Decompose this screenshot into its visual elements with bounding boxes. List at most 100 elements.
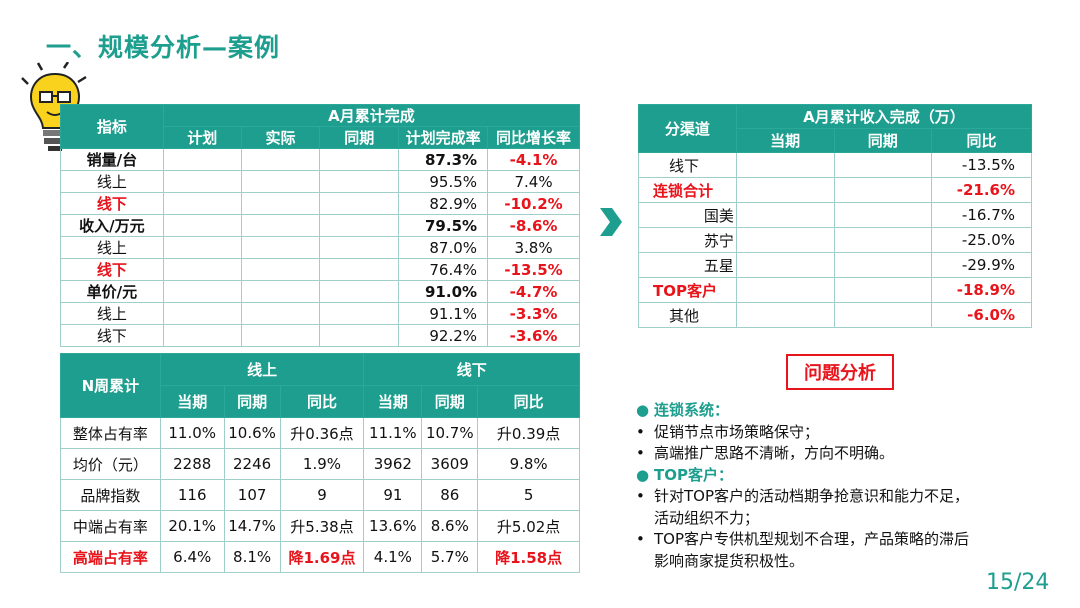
row-label: 均价（元） [60, 448, 161, 480]
plan-rate: 95.5% [398, 170, 489, 193]
yoy-growth: 3.8% [487, 236, 580, 259]
note-item: • 促销节点市场策略保守； [636, 422, 1056, 444]
cell: 10.6% [223, 417, 281, 449]
table-row: 线下 92.2% -3.6% [60, 324, 580, 347]
row-label: TOP客户 [638, 277, 737, 303]
bullet-icon: ● [636, 465, 650, 484]
table-row: 整体占有率 11.0% 10.6% 升0.36点 11.1% 10.7% 升0.39点 [60, 417, 580, 449]
row-label: 线下 [60, 324, 164, 347]
cell: 9.8% [477, 448, 580, 480]
cell: 升0.39点 [477, 417, 580, 449]
col-header: 同期 [833, 128, 933, 153]
yoy-growth: 7.4% [487, 170, 580, 193]
plan-rate: 91.0% [398, 280, 489, 303]
offline-group-header: 线下 [363, 353, 580, 386]
page-number: 15/24 [986, 570, 1050, 595]
cell: 升0.36点 [279, 417, 365, 449]
channel-revenue-table: 分渠道 A月累计收入完成（万） 当期 同期 同比 线下 -13.5% 连锁合计 -2… [638, 104, 1033, 328]
cell: 10.7% [421, 417, 479, 449]
cell: 9 [279, 479, 365, 511]
col-header: 同期 [319, 126, 400, 149]
yoy-growth: -8.6% [487, 214, 580, 237]
note-item: 影响商家提货积极性。 [654, 551, 805, 570]
note-heading: ● 连锁系统： [636, 400, 1056, 422]
yoy-value: -13.5% [931, 152, 1032, 178]
table-row: 连锁合计 -21.6% [638, 177, 1032, 203]
cell: 降1.58点 [477, 541, 580, 573]
cell: 6.4% [159, 541, 225, 573]
problem-analysis-label: 问题分析 [786, 354, 894, 390]
col-header: 当期 [159, 385, 225, 418]
col-header: 实际 [240, 126, 321, 149]
table-row: 中端占有率 20.1% 14.7% 升5.38点 13.6% 8.6% 升5.02点 [60, 510, 580, 542]
table-row: 国美 -16.7% [638, 202, 1032, 228]
monthly-group-header: A月累计完成 [162, 104, 581, 127]
table-row: 线上 91.1% -3.3% [60, 302, 580, 325]
row-label: 单价/元 [60, 280, 164, 303]
col-header: 计划 [162, 126, 242, 149]
plan-rate: 91.1% [398, 302, 489, 325]
col-header: 计划完成率 [398, 126, 489, 149]
bullet-icon: • [636, 487, 645, 505]
cell: 14.7% [223, 510, 281, 542]
col-header: 同比增长率 [487, 126, 580, 149]
yoy-value: -21.6% [931, 177, 1032, 203]
col-header: 同比 [279, 385, 365, 418]
table-row: 线上 87.0% 3.8% [60, 236, 580, 259]
row-label: 品牌指数 [60, 479, 161, 511]
row-label: 五星 [638, 252, 737, 278]
cell: 91 [363, 479, 423, 511]
row-label: 国美 [638, 202, 737, 228]
table-row: 高端占有率 6.4% 8.1% 降1.69点 4.1% 5.7% 降1.58点 [60, 541, 580, 573]
table-row: 五星 -29.9% [638, 252, 1032, 278]
weekly-share-table: N周累计 线上 线下 当期 同期 同比 当期 同期 同比 整体占有率 11.0% 1… [60, 353, 580, 573]
row-label: 高端占有率 [60, 541, 161, 573]
cell: 116 [159, 479, 225, 511]
weekly-header: N周累计 [60, 353, 161, 418]
table-row: 苏宁 -25.0% [638, 227, 1032, 253]
channel-header: 分渠道 [638, 104, 737, 153]
table-row: 品牌指数 116 107 9 91 86 5 [60, 479, 580, 511]
col-header: 同比 [931, 128, 1032, 153]
cell: 5 [477, 479, 580, 511]
yoy-value: -29.9% [931, 252, 1032, 278]
cell: 升5.38点 [279, 510, 365, 542]
yoy-value: -16.7% [931, 202, 1032, 228]
note-heading: ● TOP客户： [636, 465, 1056, 487]
table-row: 均价（元） 2288 2246 1.9% 3962 3609 9.8% [60, 448, 580, 480]
plan-rate: 87.0% [398, 236, 489, 259]
col-header: 当期 [735, 128, 835, 153]
cell: 11.0% [159, 417, 225, 449]
cell: 8.6% [421, 510, 479, 542]
plan-rate: 87.3% [398, 148, 489, 171]
yoy-growth: -3.6% [487, 324, 580, 347]
bullet-icon: • [636, 530, 645, 548]
plan-rate: 76.4% [398, 258, 489, 281]
indicator-header: 指标 [60, 104, 164, 149]
row-label: 销量/台 [60, 148, 164, 171]
cell: 8.1% [223, 541, 281, 573]
cell: 20.1% [159, 510, 225, 542]
table-row: 线下 -13.5% [638, 152, 1032, 178]
row-label: 线下 [638, 152, 737, 178]
analysis-notes: ● 连锁系统： • 促销节点市场策略保守； • 高端推广思路不清晰，方向不明确。 ● T… [636, 400, 1056, 572]
revenue-group-header: A月累计收入完成（万） [735, 104, 1033, 129]
yoy-value: -18.9% [931, 277, 1032, 303]
col-header: 当期 [363, 385, 423, 418]
yoy-growth: -10.2% [487, 192, 580, 215]
cell: 2288 [159, 448, 225, 480]
plan-rate: 79.5% [398, 214, 489, 237]
plan-rate: 82.9% [398, 192, 489, 215]
note-item: • TOP客户专供机型规划不合理，产品策略的滞后 [636, 529, 1056, 551]
yoy-growth: -4.1% [487, 148, 580, 171]
table-row: 其他 -6.0% [638, 302, 1032, 328]
col-header: 同期 [421, 385, 479, 418]
table-row: 线下 76.4% -13.5% [60, 258, 580, 281]
note-item: • 针对TOP客户的活动档期争抢意识和能力不足， [636, 486, 1056, 508]
row-label: 中端占有率 [60, 510, 161, 542]
online-group-header: 线上 [159, 353, 365, 386]
col-header: 同比 [477, 385, 580, 418]
cell: 3609 [421, 448, 479, 480]
col-header: 同期 [223, 385, 281, 418]
yoy-growth: -4.7% [487, 280, 580, 303]
